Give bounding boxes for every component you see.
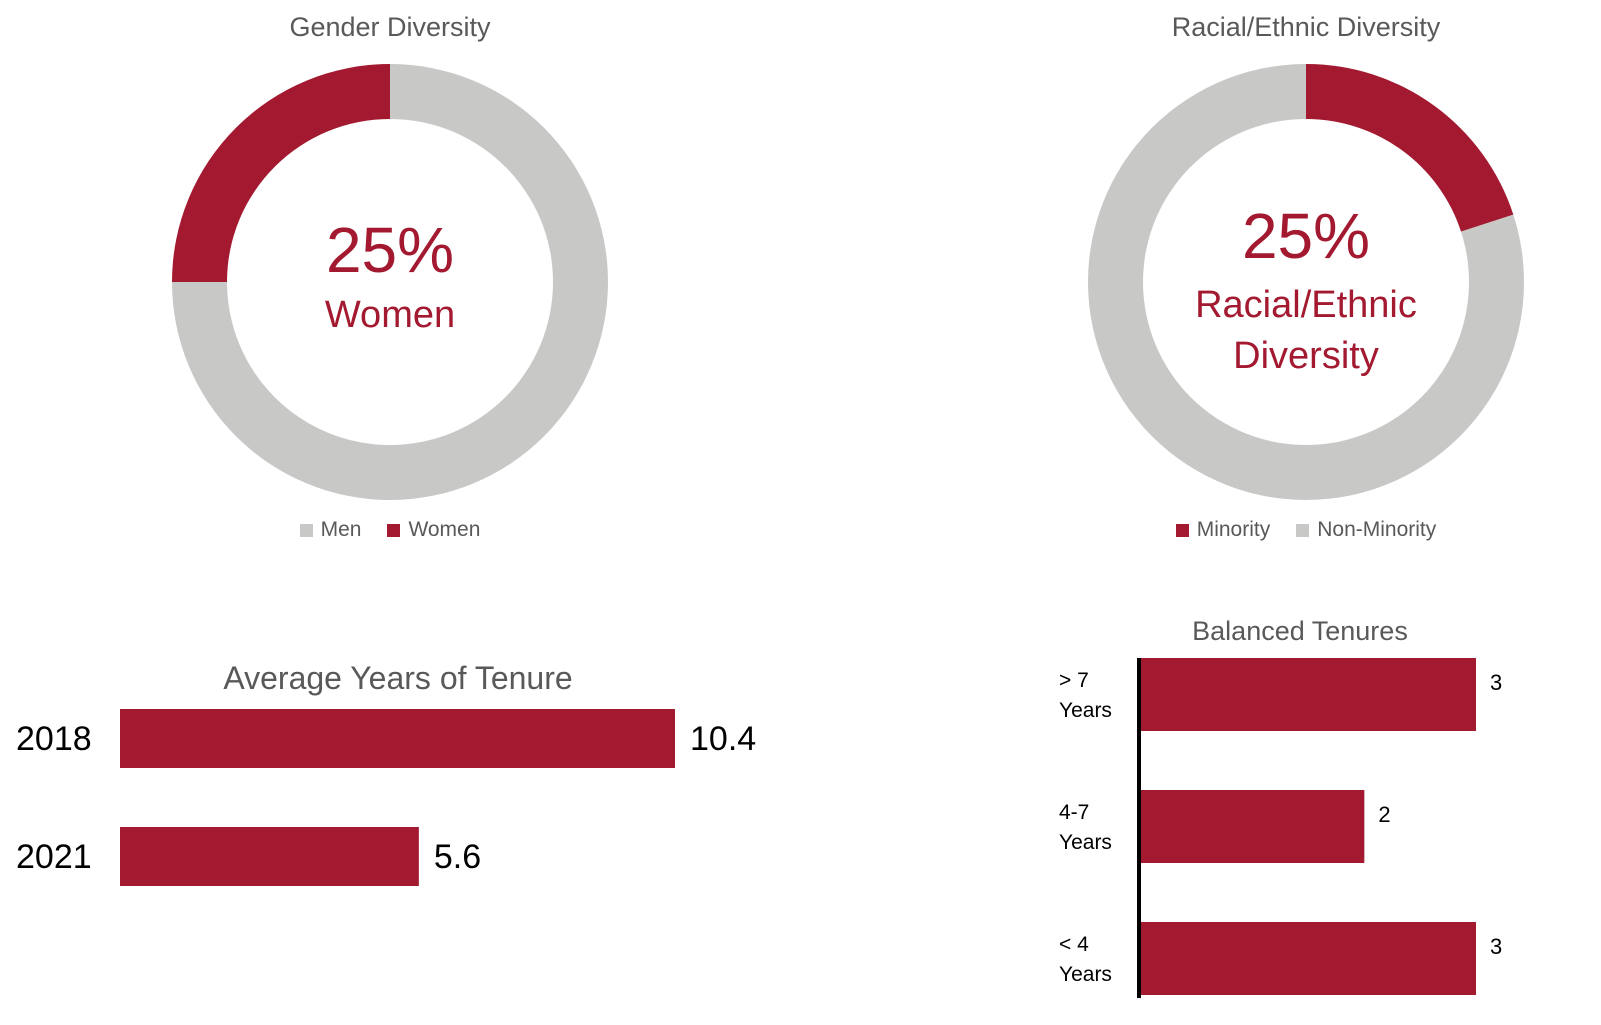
legend-swatch-minority <box>1175 523 1189 537</box>
tenure-chart-title: Average Years of Tenure <box>223 660 573 696</box>
balanced-category-label: < 4 Years <box>1059 930 1112 990</box>
gender-center-text: Women <box>324 294 456 336</box>
racial-center-line1: Racial/Ethnic <box>1195 284 1417 326</box>
tenure-bar <box>120 827 419 886</box>
legend-swatch-non-minority <box>1296 523 1310 537</box>
balanced-bar <box>1141 790 1365 863</box>
donut-slice-women <box>172 64 390 282</box>
gender-center-label: 25% Women <box>170 218 610 341</box>
gender-legend: Men Women <box>170 518 610 542</box>
category-axis-line <box>1137 658 1141 998</box>
tenure-category-label: 2018 <box>16 720 92 758</box>
tenure-bars <box>120 709 675 886</box>
donut-slice-minority <box>1306 64 1514 232</box>
racial-diversity-chart: Racial/Ethnic Diversity 25% Racial/Ethni… <box>1086 0 1526 560</box>
legend-swatch-men <box>299 523 313 537</box>
balanced-category-line1: > 7 <box>1059 669 1089 692</box>
legend-label-women: Women <box>408 518 481 541</box>
gender-center-value: 25% <box>325 214 455 286</box>
legend-item-minority: Minority <box>1175 518 1271 542</box>
gender-chart-title: Gender Diversity <box>289 12 491 42</box>
balanced-category-line1: < 4 <box>1059 933 1089 956</box>
legend-item-women: Women <box>387 518 480 542</box>
gender-donut <box>172 64 608 500</box>
balanced-bar <box>1141 658 1476 731</box>
racial-donut <box>1088 64 1524 501</box>
racial-chart-title: Racial/Ethnic Diversity <box>1171 12 1441 42</box>
legend-swatch-women <box>387 523 401 537</box>
racial-center-line2: Diversity <box>1233 335 1379 378</box>
tenure-category-label: 2021 <box>16 838 92 876</box>
balanced-chart-title: Balanced Tenures <box>1192 616 1408 646</box>
balanced-bars <box>1137 658 1476 998</box>
legend-label-men: Men <box>320 518 362 541</box>
average-tenure-chart: Average Years of Tenure 2018 2021 10.4 5… <box>0 650 800 930</box>
racial-center-value: 25% <box>1241 200 1371 272</box>
balanced-category-label: > 7 Years <box>1059 666 1112 726</box>
balanced-bar <box>1141 922 1476 995</box>
balanced-category-line2: Years <box>1059 699 1112 722</box>
tenure-bar <box>120 709 675 768</box>
legend-label-non-minority: Non-Minority <box>1317 518 1437 541</box>
balanced-value-label: 3 <box>1490 670 1503 695</box>
balanced-category-line1: 4-7 <box>1059 801 1090 824</box>
balanced-category-line2: Years <box>1059 831 1112 854</box>
balanced-value-label: 2 <box>1378 802 1391 827</box>
balanced-category-label: 4-7 Years <box>1059 798 1112 858</box>
balanced-value-label: 3 <box>1490 934 1503 959</box>
legend-label-minority: Minority <box>1196 518 1271 541</box>
racial-center-label: 25% Racial/Ethnic Diversity <box>1086 204 1526 383</box>
legend-item-men: Men <box>299 518 362 542</box>
racial-legend: Minority Non-Minority <box>1086 518 1526 542</box>
balanced-tenures-chart: Balanced Tenures > 7 Years 4-7 Years < 4… <box>1050 610 1570 1025</box>
tenure-value-label: 5.6 <box>433 838 482 876</box>
gender-diversity-chart: Gender Diversity 25% Women Men Women <box>170 0 610 560</box>
tenure-value-label: 10.4 <box>690 720 757 758</box>
balanced-category-line2: Years <box>1059 963 1112 986</box>
legend-item-non-minority: Non-Minority <box>1296 518 1436 542</box>
